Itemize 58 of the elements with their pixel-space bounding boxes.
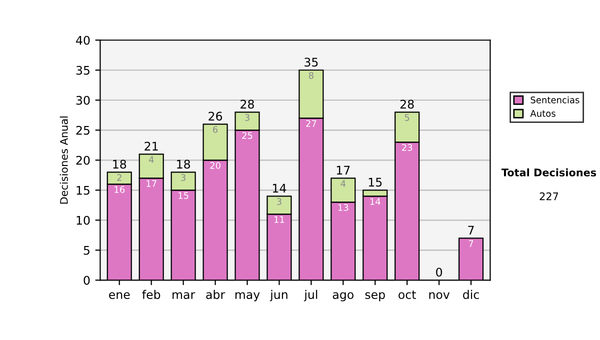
x-tick-label: abr [206, 290, 226, 300]
data-label: 3 [277, 198, 282, 205]
x-tick-label: nov [429, 292, 450, 300]
y-tick-label: 15 [76, 186, 90, 195]
data-label: 14 [370, 198, 380, 205]
data-label: 3 [181, 174, 186, 181]
total-label: 28 [240, 100, 254, 109]
y-tick-label: 30 [76, 96, 90, 105]
data-label: 7 [468, 240, 474, 247]
data-label: 17 [146, 180, 156, 187]
y-tick-label: 5 [84, 246, 90, 255]
total-label: 28 [400, 100, 414, 109]
total-label: 15 [368, 178, 382, 187]
legend-label: Sentencias [530, 96, 580, 104]
data-label: 4 [148, 156, 154, 163]
data-label: 25 [242, 132, 252, 139]
y-tick-label: 35 [76, 66, 90, 75]
legend-label: Autos [530, 110, 556, 117]
data-label: 2 [117, 174, 122, 181]
x-tick-label: mar [172, 292, 196, 300]
total-label: 21 [144, 142, 158, 150]
data-label: 8 [308, 72, 314, 79]
x-tick-label: jun [270, 290, 288, 302]
text: 227 [540, 192, 558, 200]
data-label: 4 [340, 180, 346, 187]
total-label: 18 [177, 160, 190, 169]
data-label: 15 [178, 192, 188, 199]
y-axis-title: Decisiones Anual [60, 116, 68, 204]
x-tick-label: ago [332, 292, 354, 302]
x-tick-label: feb [142, 290, 160, 300]
y-tick-label: 40 [76, 36, 90, 45]
data-label: 6 [213, 126, 218, 133]
x-tick-label: ene [109, 292, 130, 300]
total-label: 17 [336, 166, 350, 174]
x-tick-label: jul [304, 290, 318, 302]
data-label: 16 [114, 186, 125, 193]
x-tick-label: oct [398, 290, 416, 300]
x-tick-label: may [235, 292, 260, 302]
total-label: 14 [273, 184, 286, 192]
x-tick-label: dic [463, 290, 479, 300]
y-tick-label: 25 [76, 126, 90, 135]
total-label: 0 [436, 268, 442, 277]
total-label: 26 [208, 112, 222, 121]
data-label: 20 [210, 162, 220, 169]
data-label: 3 [245, 114, 250, 121]
data-label: 5 [404, 114, 410, 121]
data-label: 27 [306, 120, 316, 127]
y-tick-label: 20 [76, 156, 90, 165]
text: Total Decisiones [501, 168, 596, 176]
data-label: 23 [402, 144, 412, 151]
y-tick-label: 10 [76, 216, 90, 225]
data-label: 13 [338, 204, 348, 211]
total-label: 7 [468, 226, 474, 234]
x-tick-label: sep [365, 292, 385, 302]
data-label: 11 [274, 216, 284, 223]
y-tick-label: 0 [84, 276, 90, 285]
total-label: 35 [304, 58, 318, 67]
total-label: 18 [113, 160, 126, 169]
